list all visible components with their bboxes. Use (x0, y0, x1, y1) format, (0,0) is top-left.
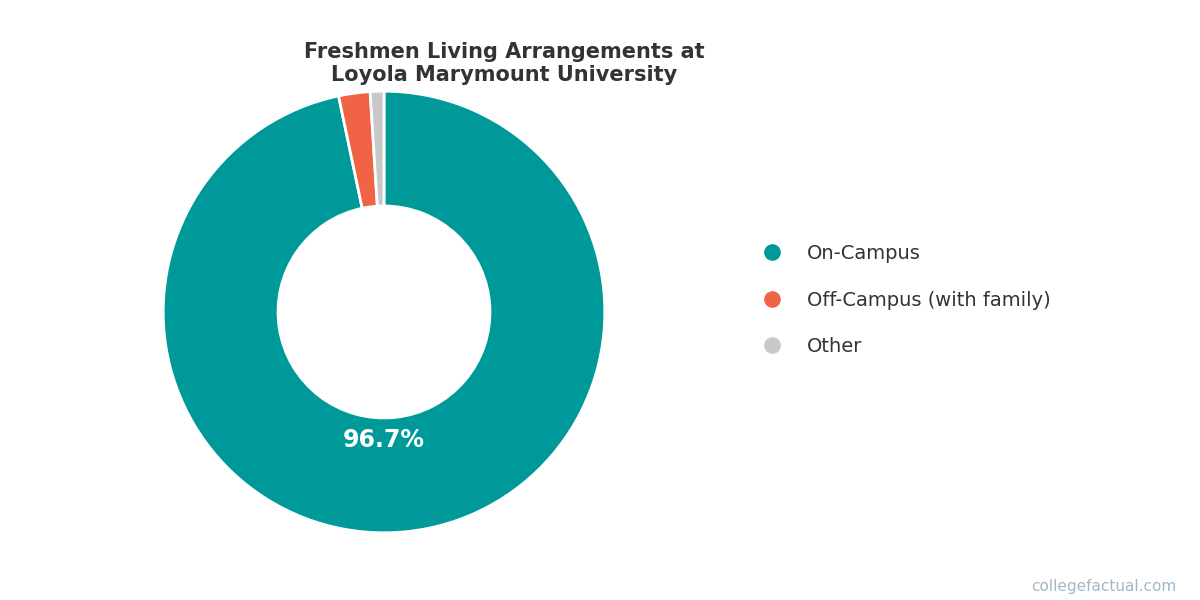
Wedge shape (163, 91, 605, 533)
Text: collegefactual.com: collegefactual.com (1031, 579, 1176, 594)
Wedge shape (338, 92, 377, 208)
Text: Freshmen Living Arrangements at
Loyola Marymount University: Freshmen Living Arrangements at Loyola M… (304, 42, 704, 85)
Legend: On-Campus, Off-Campus (with family), Other: On-Campus, Off-Campus (with family), Oth… (752, 244, 1051, 356)
Text: 96.7%: 96.7% (343, 428, 425, 452)
Wedge shape (370, 91, 384, 206)
